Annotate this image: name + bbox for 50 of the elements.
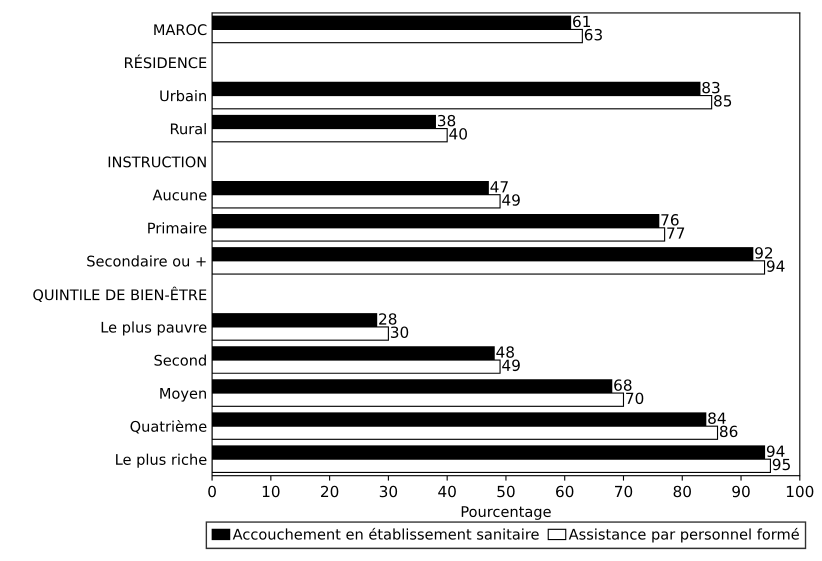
data-label: 76 [661,214,679,226]
y-tick-label: Moyen [160,388,206,402]
data-label: 92 [755,247,772,259]
x-tick-label: 20 [321,486,338,498]
y-tick-label: QUINTILE DE BIEN-ÊTRE [33,286,206,302]
data-label: 68 [614,379,632,391]
x-axis-title: Pourcentage [462,506,551,520]
y-tick-label: Quatrième [130,420,206,434]
data-label: 95 [772,458,790,470]
y-tick-label: Urbain [160,90,206,102]
y-tick-label: MAROC [154,24,206,36]
x-tick-label: 70 [615,486,632,498]
y-tick-label: Second [154,354,206,366]
x-tick-label: 90 [732,486,750,498]
y-tick-label: Secondaire ou + [87,255,206,267]
y-tick-label: Le plus pauvre [102,321,206,336]
y-tick-label: Rural [170,123,206,134]
data-label: 85 [714,95,732,107]
x-tick-label: 30 [380,486,398,498]
x-tick-label: 0 [208,486,216,498]
legend-label: Accouchement en établissement sanitaire [232,528,539,540]
y-tick-label: INSTRUCTION [108,156,206,168]
data-label: 84 [708,412,726,424]
x-tick-label: 10 [262,486,280,498]
data-label: 94 [766,260,785,272]
data-label: 77 [667,227,684,239]
x-tick-label: 80 [674,486,691,498]
data-label: 83 [702,82,720,94]
data-label: 49 [502,360,520,372]
x-tick-label: 100 [786,486,814,498]
data-label: 63 [584,28,602,40]
y-tick-label: Aucune [152,190,206,200]
data-label: 49 [502,194,520,206]
data-label: 40 [449,128,467,140]
y-tick-label: Primaire [148,222,206,234]
x-tick-label: 50 [497,486,515,498]
data-label: 47 [490,181,508,192]
data-label: 94 [766,445,785,458]
legend-label: Assistance par personnel formé [568,528,799,543]
data-label: 48 [496,346,514,358]
x-tick-label: 60 [556,486,574,498]
x-tick-label: 40 [438,486,456,498]
data-label: 38 [438,114,456,126]
y-tick-label: Le plus riche [116,454,206,468]
y-tick-label: RÉSIDENCE [124,54,206,68]
data-label: 28 [379,313,396,325]
data-label: 70 [626,392,644,404]
data-label: 61 [573,16,590,28]
data-label: 86 [720,426,738,438]
data-label: 30 [390,326,408,338]
